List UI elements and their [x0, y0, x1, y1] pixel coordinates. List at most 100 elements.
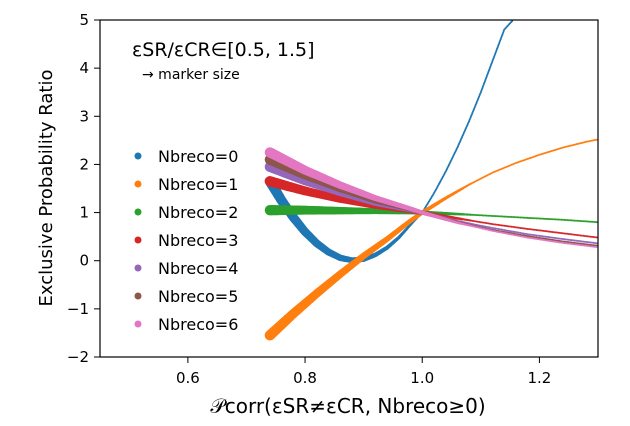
data-point — [563, 238, 566, 241]
data-point — [510, 215, 513, 218]
data-point — [589, 243, 592, 246]
data-point — [479, 221, 482, 224]
data-point — [548, 238, 551, 241]
data-point — [564, 240, 567, 243]
data-point — [554, 240, 557, 243]
data-point — [586, 244, 589, 247]
data-point — [528, 235, 531, 238]
data-point — [586, 235, 589, 238]
data-point — [582, 242, 585, 245]
data-point — [528, 228, 531, 231]
data-point — [583, 243, 586, 246]
data-point — [550, 230, 553, 233]
data-point — [495, 223, 498, 226]
data-point — [553, 239, 556, 242]
data-point — [576, 243, 579, 246]
data-point — [588, 245, 591, 248]
data-point — [582, 234, 585, 237]
data-point — [595, 242, 598, 245]
series-6 — [264, 147, 598, 249]
data-point — [558, 237, 561, 240]
data-point — [586, 243, 589, 246]
y-tick-label: 4 — [79, 59, 89, 77]
data-point — [513, 216, 516, 219]
data-point — [528, 236, 531, 239]
data-point — [473, 213, 476, 216]
data-point — [572, 219, 575, 222]
data-point — [548, 230, 551, 233]
data-point — [577, 234, 580, 237]
data-point — [538, 234, 541, 237]
data-point — [551, 218, 554, 221]
data-point — [589, 235, 592, 238]
data-point — [554, 218, 557, 221]
data-point — [567, 233, 570, 235]
data-point — [548, 236, 551, 239]
data-point — [573, 219, 576, 222]
data-point — [594, 245, 597, 248]
data-point — [561, 238, 564, 241]
data-point — [558, 241, 561, 244]
data-point — [542, 235, 545, 238]
data-point — [479, 214, 482, 217]
data-point — [591, 220, 594, 223]
data-point — [566, 238, 569, 241]
data-point — [577, 240, 580, 243]
data-point — [512, 225, 515, 228]
data-point — [504, 215, 507, 218]
y-axis-label: Exclusive Probability Ratio — [36, 70, 57, 307]
legend-marker — [134, 152, 142, 160]
data-point — [551, 238, 554, 241]
axis-ticks: 0.6 0.8 1.0 1.2 −2 −1 0 1 2 3 4 5 — [67, 11, 551, 387]
data-point — [539, 217, 542, 220]
data-point — [507, 225, 510, 228]
data-point — [484, 214, 487, 217]
legend-marker — [134, 208, 142, 216]
data-point — [494, 223, 497, 226]
data-point — [547, 217, 550, 220]
data-point — [491, 214, 494, 217]
data-point — [555, 231, 558, 234]
data-point — [519, 216, 522, 219]
data-point — [595, 246, 598, 249]
data-point — [544, 217, 547, 220]
data-point — [555, 237, 558, 240]
legend-label: Nbreco=4 — [158, 259, 238, 278]
data-point — [473, 220, 476, 223]
data-point — [567, 242, 570, 245]
y-tick-label: −1 — [67, 300, 89, 318]
data-point — [591, 241, 594, 244]
data-point — [519, 226, 522, 229]
data-point — [476, 220, 479, 223]
data-point — [563, 232, 566, 235]
data-point — [592, 244, 595, 247]
data-point — [594, 244, 597, 247]
data-point — [594, 236, 597, 239]
data-point — [526, 235, 529, 238]
data-point — [582, 220, 585, 223]
legend-marker — [134, 320, 142, 328]
data-point — [498, 215, 501, 218]
data-point — [561, 241, 564, 244]
data-point — [522, 227, 525, 230]
data-point — [531, 217, 534, 220]
data-point — [557, 237, 560, 240]
data-point — [506, 215, 509, 218]
data-point — [560, 237, 563, 240]
data-point — [567, 238, 570, 241]
data-point — [573, 241, 576, 244]
legend-label: Nbreco=1 — [158, 175, 238, 194]
data-point — [579, 242, 582, 245]
data-point — [591, 244, 594, 247]
data-point — [582, 240, 585, 243]
data-point — [585, 244, 588, 247]
legend-label: Nbreco=2 — [158, 203, 238, 222]
data-point — [553, 231, 556, 234]
data-point — [561, 240, 564, 243]
data-point — [573, 239, 576, 242]
data-point — [588, 241, 591, 244]
data-point — [595, 221, 598, 224]
data-point — [580, 220, 583, 223]
data-point — [513, 226, 516, 229]
data-point — [542, 239, 545, 242]
